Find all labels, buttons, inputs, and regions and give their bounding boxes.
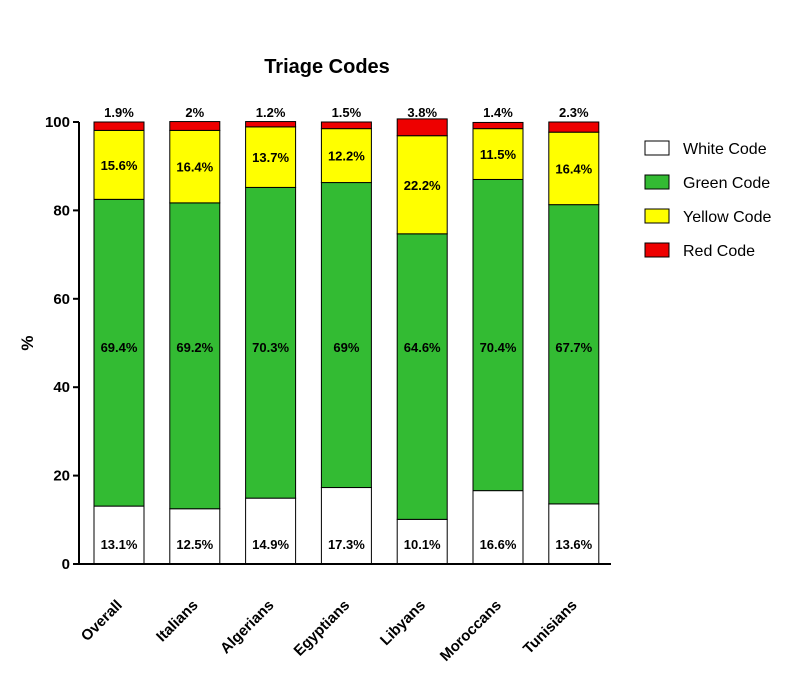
- data-label-white-code-overall: 13.1%: [101, 537, 138, 552]
- category-label-algerians: Algerians: [217, 597, 277, 657]
- y-tick-label-40: 40: [53, 379, 70, 396]
- bar-segment-red-code-libyans: [396, 118, 448, 137]
- legend-swatch-green-code: [644, 174, 670, 190]
- bar-stack-algerians: [245, 121, 297, 565]
- data-label-yellow-code-algerians: 13.7%: [252, 150, 289, 165]
- data-label-yellow-code-moroccans: 11.5%: [480, 147, 517, 162]
- bar-segment-yellow-code-italians: [169, 129, 221, 204]
- bar-segment-red-code-overall: [93, 121, 145, 131]
- data-label-green-code-tunisians: 67.7%: [555, 340, 592, 355]
- data-label-yellow-code-tunisians: 16.4%: [555, 161, 592, 176]
- data-label-white-code-libyans: 10.1%: [404, 537, 441, 552]
- y-tick-label-100: 100: [45, 114, 70, 131]
- category-label-moroccans: Moroccans: [437, 597, 505, 665]
- bar-segment-white-code-algerians: [245, 497, 297, 565]
- data-label-red-code-overall: 1.9%: [104, 105, 134, 120]
- bar-stack-tunisians: [548, 121, 600, 565]
- data-label-red-code-tunisians: 2.3%: [559, 105, 589, 120]
- data-label-yellow-code-libyans: 22.2%: [404, 178, 441, 193]
- data-label-red-code-italians: 2%: [185, 105, 204, 120]
- bar-segment-green-code-moroccans: [472, 178, 524, 492]
- bar-segment-white-code-tunisians: [548, 503, 600, 565]
- data-label-red-code-moroccans: 1.4%: [483, 105, 513, 120]
- data-label-green-code-libyans: 64.6%: [404, 340, 441, 355]
- data-label-red-code-algerians: 1.2%: [256, 105, 286, 120]
- legend-swatch-yellow-code: [644, 208, 670, 224]
- bar-segment-white-code-egyptians: [320, 487, 372, 565]
- data-label-white-code-italians: 12.5%: [176, 537, 213, 552]
- y-tick-label-60: 60: [53, 291, 70, 308]
- bar-segment-white-code-moroccans: [472, 490, 524, 565]
- data-label-green-code-italians: 69.2%: [176, 340, 213, 355]
- category-label-italians: Italians: [153, 597, 202, 646]
- category-label-egyptians: Egyptians: [291, 597, 354, 660]
- bar-segment-green-code-egyptians: [320, 182, 372, 489]
- bar-stack-egyptians: [320, 121, 372, 565]
- chart-title: Triage Codes: [264, 56, 390, 78]
- legend-label-white-code: White Code: [683, 141, 767, 158]
- bar-segment-yellow-code-moroccans: [472, 128, 524, 180]
- bar-segment-red-code-egyptians: [320, 121, 372, 130]
- bar-segment-green-code-overall: [93, 198, 145, 507]
- bar-segment-yellow-code-algerians: [245, 126, 297, 188]
- bar-segment-green-code-tunisians: [548, 204, 600, 505]
- bar-segment-red-code-tunisians: [548, 121, 600, 133]
- bar-segment-white-code-overall: [93, 505, 145, 565]
- y-tick-label-0: 0: [62, 556, 70, 573]
- bar-segment-yellow-code-tunisians: [548, 131, 600, 206]
- data-label-green-code-overall: 69.4%: [101, 340, 138, 355]
- y-tick-label-20: 20: [53, 468, 70, 485]
- y-tick-label-80: 80: [53, 202, 70, 219]
- bar-segment-white-code-italians: [169, 508, 221, 565]
- bar-segment-red-code-moroccans: [472, 121, 524, 130]
- data-label-yellow-code-overall: 15.6%: [101, 158, 138, 173]
- legend-swatch-red-code: [644, 242, 670, 258]
- data-label-white-code-tunisians: 13.6%: [555, 537, 592, 552]
- category-label-libyans: Libyans: [377, 597, 429, 649]
- bar-segment-yellow-code-egyptians: [320, 128, 372, 184]
- bar-segment-white-code-libyans: [396, 518, 448, 565]
- bar-stack-italians: [169, 121, 221, 565]
- data-label-green-code-algerians: 70.3%: [252, 340, 289, 355]
- y-axis-label: %: [18, 335, 37, 350]
- plot-area: 13.1% 69.4% 15.6% 1.9% Overall 12.5% 69.2% 16.4…: [45, 105, 611, 665]
- bar-segment-red-code-algerians: [245, 121, 297, 128]
- bar-segment-green-code-libyans: [396, 233, 448, 520]
- legend-label-yellow-code: Yellow Code: [683, 209, 771, 226]
- bar-segment-red-code-italians: [169, 121, 221, 131]
- legend-swatch-white-code: [644, 140, 670, 156]
- legend: White Code Green Code Yellow Code Red Code: [644, 140, 771, 260]
- bar-segment-green-code-italians: [169, 202, 221, 510]
- category-label-overall: Overall: [78, 597, 126, 645]
- data-label-white-code-moroccans: 16.6%: [480, 537, 517, 552]
- bar-stack-moroccans: [472, 121, 524, 565]
- bar-stack-libyans: [396, 118, 448, 565]
- data-label-green-code-moroccans: 70.4%: [480, 340, 517, 355]
- data-label-red-code-egyptians: 1.5%: [332, 105, 362, 120]
- bar-stack-overall: [93, 121, 145, 565]
- legend-label-red-code: Red Code: [683, 243, 755, 260]
- category-label-tunisians: Tunisians: [520, 597, 581, 658]
- data-label-yellow-code-italians: 16.4%: [176, 160, 213, 175]
- bar-segment-green-code-algerians: [245, 186, 297, 499]
- data-label-yellow-code-egyptians: 12.2%: [328, 149, 365, 164]
- data-label-red-code-libyans: 3.8%: [407, 105, 437, 120]
- data-label-white-code-egyptians: 17.3%: [328, 537, 365, 552]
- data-label-green-code-egyptians: 69%: [333, 340, 359, 355]
- legend-label-green-code: Green Code: [683, 175, 770, 192]
- data-label-white-code-algerians: 14.9%: [252, 537, 289, 552]
